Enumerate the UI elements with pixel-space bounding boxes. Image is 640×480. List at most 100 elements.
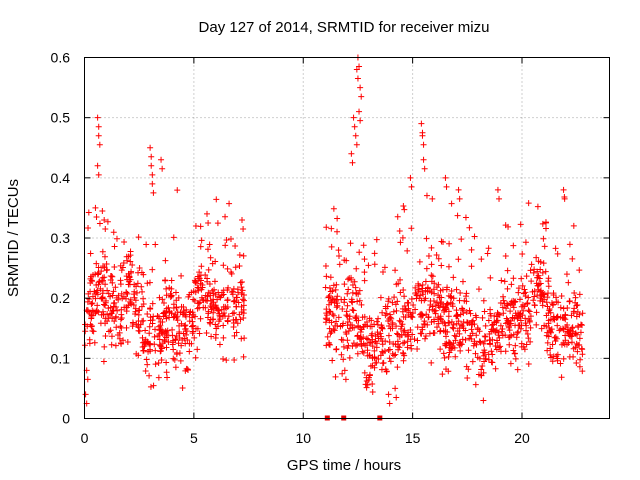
data-point <box>192 289 199 296</box>
data-point <box>550 353 557 360</box>
data-point <box>195 300 202 307</box>
data-point <box>505 334 512 341</box>
data-point <box>433 284 440 291</box>
data-point <box>409 310 416 317</box>
data-point <box>543 299 550 306</box>
data-point <box>510 275 517 282</box>
data-point <box>521 346 528 353</box>
data-point <box>121 238 128 245</box>
data-point <box>394 364 401 371</box>
data-point <box>146 323 153 330</box>
data-point <box>536 288 543 295</box>
data-point <box>476 355 483 362</box>
data-point <box>442 174 449 181</box>
data-point <box>478 366 485 373</box>
data-point <box>506 327 513 334</box>
data-point <box>238 284 245 291</box>
data-point <box>170 337 177 344</box>
data-point <box>554 250 561 257</box>
data-point <box>152 241 159 248</box>
data-point <box>523 327 530 334</box>
data-point <box>181 335 188 342</box>
data-point <box>392 267 399 274</box>
data-point <box>135 324 142 331</box>
data-point <box>97 320 104 327</box>
data-point <box>363 335 370 342</box>
data-point <box>197 243 204 250</box>
data-point <box>557 326 564 333</box>
data-point <box>168 293 175 300</box>
data-point <box>368 339 375 346</box>
data-point <box>326 292 333 299</box>
data-point <box>576 363 583 370</box>
data-point <box>428 289 435 296</box>
data-point <box>524 300 531 307</box>
data-point <box>120 259 127 266</box>
data-point <box>499 326 506 333</box>
data-point <box>405 329 412 336</box>
data-point <box>196 330 203 337</box>
data-point <box>480 397 487 404</box>
data-point <box>208 304 215 311</box>
data-point <box>527 338 534 345</box>
data-point <box>577 329 584 336</box>
data-point <box>571 290 578 297</box>
data-point <box>84 323 91 330</box>
data-point <box>494 309 501 316</box>
data-point <box>514 315 521 322</box>
data-point <box>552 245 559 252</box>
data-point <box>123 308 130 315</box>
data-point <box>236 252 243 259</box>
data-point <box>551 316 558 323</box>
data-point <box>360 323 367 330</box>
data-point <box>326 339 333 346</box>
data-point <box>361 269 368 276</box>
data-point <box>228 269 235 276</box>
data-point <box>482 333 489 340</box>
data-point <box>109 279 116 286</box>
y-tick-label: 0.4 <box>51 170 71 186</box>
data-point <box>198 237 205 244</box>
data-point <box>573 331 580 338</box>
data-point <box>235 289 242 296</box>
data-point <box>497 343 504 350</box>
data-point <box>227 235 234 242</box>
data-point <box>542 268 549 275</box>
data-point <box>495 311 502 318</box>
data-point <box>445 308 452 315</box>
data-point <box>566 353 573 360</box>
data-point <box>355 317 362 324</box>
data-point <box>104 318 111 325</box>
data-point <box>569 324 576 331</box>
data-point <box>438 299 445 306</box>
data-point <box>403 307 410 314</box>
data-point <box>225 313 232 320</box>
data-point <box>344 345 351 352</box>
data-point <box>579 368 586 375</box>
data-point <box>525 200 532 207</box>
data-point <box>147 383 154 390</box>
data-point <box>108 310 115 317</box>
data-point <box>358 301 365 308</box>
data-point <box>185 367 192 374</box>
data-point <box>369 381 376 388</box>
data-point <box>236 263 243 269</box>
data-point <box>378 333 385 340</box>
data-point <box>204 275 211 282</box>
data-point <box>331 327 338 334</box>
data-point <box>521 286 528 293</box>
data-point <box>544 347 551 354</box>
data-point <box>412 306 419 313</box>
data-point <box>462 336 469 343</box>
data-point <box>385 322 392 329</box>
data-point <box>347 240 354 247</box>
data-point <box>82 391 89 398</box>
data-point <box>544 294 551 301</box>
data-point <box>101 216 108 223</box>
data-point <box>361 256 368 263</box>
data-point <box>502 332 509 339</box>
data-point <box>323 273 330 280</box>
data-point <box>366 371 373 378</box>
data-point <box>350 114 357 121</box>
data-point <box>328 225 335 232</box>
